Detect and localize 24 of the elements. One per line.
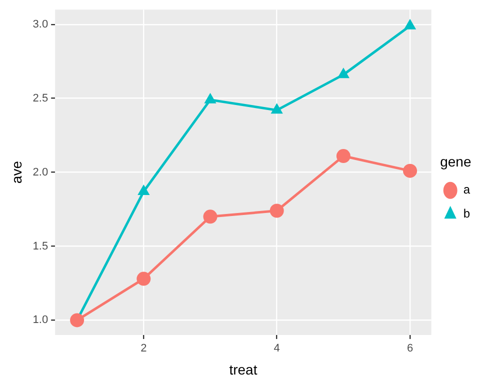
y-axis-title: ave (8, 160, 24, 184)
point (404, 18, 416, 30)
y-tick-label: 2.5 (32, 92, 48, 104)
y-tick-label: 1.5 (32, 240, 48, 252)
point (204, 92, 216, 104)
point (270, 103, 283, 114)
point (403, 164, 418, 178)
y-tick-label: 1.0 (32, 314, 48, 326)
point (203, 210, 218, 224)
point (270, 204, 284, 218)
legend-label: a (463, 182, 470, 197)
point (337, 68, 350, 78)
y-tick-label: 3.0 (32, 18, 48, 30)
point (136, 272, 151, 286)
point (336, 149, 350, 164)
legend-title: gene (440, 153, 472, 170)
point (70, 313, 84, 328)
point (138, 184, 150, 196)
x-tick-label: 4 (274, 342, 280, 355)
x-axis-title: treat (229, 361, 258, 378)
y-tick-label: 2.0 (32, 166, 48, 178)
x-tick-label: 6 (406, 342, 414, 355)
x-tick-label: 2 (140, 342, 147, 355)
legend-label: b (463, 206, 470, 221)
